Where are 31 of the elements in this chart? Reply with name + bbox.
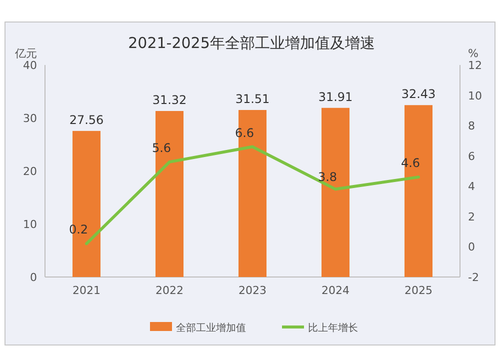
- y2-tick-label: 8: [468, 120, 475, 133]
- y-axis-title: 亿元: [14, 47, 37, 60]
- legend: 全部工业增加值: [150, 322, 246, 334]
- y-tick-label: 40: [23, 59, 37, 72]
- x-tick-label: 2024: [322, 284, 350, 297]
- data-label: 31.32: [152, 93, 187, 108]
- y2-tick-label: 4: [468, 180, 475, 194]
- y2-tick-label: 2: [468, 210, 475, 224]
- y2-tick-label: 6: [468, 150, 475, 163]
- line-series: [85, 145, 420, 246]
- legend-label: 比上年增长: [308, 322, 358, 334]
- y2-axis-title: %: [468, 47, 478, 60]
- y-tick-label: 20: [23, 165, 37, 178]
- y-tick-label: 10: [23, 218, 37, 231]
- data-label: 31.51: [235, 92, 270, 106]
- x-tick-label: 2025: [404, 284, 432, 297]
- data-label: 31.91: [318, 90, 353, 104]
- x-tick-label: 2022: [156, 284, 184, 297]
- y-tick-label: 0: [30, 271, 37, 284]
- y2-tick-label: -2: [468, 271, 479, 284]
- y2-tick-label: 0: [468, 240, 475, 254]
- x-tick-label: 2023: [238, 284, 266, 297]
- data-label: 32.43: [401, 87, 436, 102]
- y-tick-label: 30: [23, 112, 37, 125]
- y2-tick-label: 10: [468, 89, 482, 102]
- data-label: 27.56: [69, 112, 104, 127]
- y2-tick-label: 12: [468, 59, 482, 72]
- legend-label: 全部工业增加值: [176, 322, 246, 334]
- legend: 比上年增长: [282, 323, 358, 334]
- chart-title: 2021-2025年全部工业增加值及增速: [128, 34, 375, 52]
- x-tick-label: 2021: [72, 284, 100, 297]
